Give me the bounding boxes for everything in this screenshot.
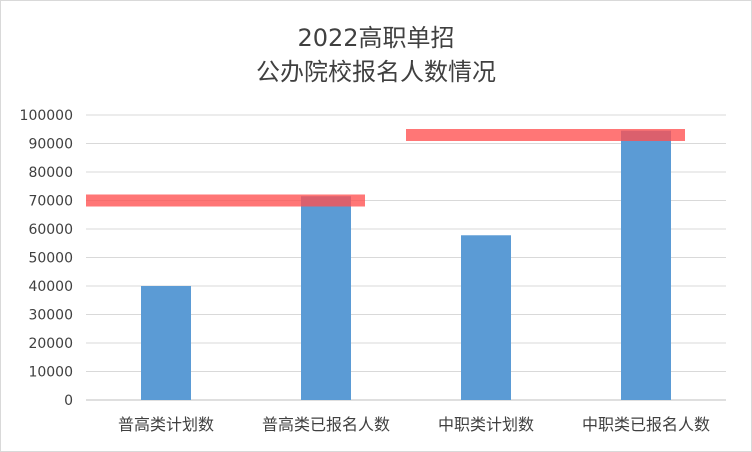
y-tick-label: 90000 (28, 137, 73, 153)
bar (141, 286, 191, 400)
x-category-label: 普高类计划数 (118, 415, 214, 434)
y-tick-label: 100000 (20, 108, 73, 124)
y-tick-label: 20000 (28, 336, 73, 352)
y-tick-label: 70000 (28, 194, 73, 210)
y-tick-label: 50000 (28, 251, 73, 267)
y-tick-label: 80000 (28, 165, 73, 181)
x-category-label: 普高类已报名人数 (262, 415, 390, 434)
y-tick-label: 30000 (28, 308, 73, 324)
chart-title-line2: 公办院校报名人数情况 (256, 58, 496, 86)
bar (301, 196, 351, 400)
bar (461, 235, 511, 400)
y-tick-label: 40000 (28, 279, 73, 295)
y-tick-label: 0 (64, 393, 73, 409)
y-tick-label: 10000 (28, 365, 73, 381)
x-category-label: 中职类计划数 (438, 415, 534, 434)
chart-title-line1: 2022高职单招 (297, 24, 455, 52)
bar (621, 130, 671, 401)
y-tick-label: 60000 (28, 222, 73, 238)
x-category-label: 中职类已报名人数 (582, 415, 710, 434)
